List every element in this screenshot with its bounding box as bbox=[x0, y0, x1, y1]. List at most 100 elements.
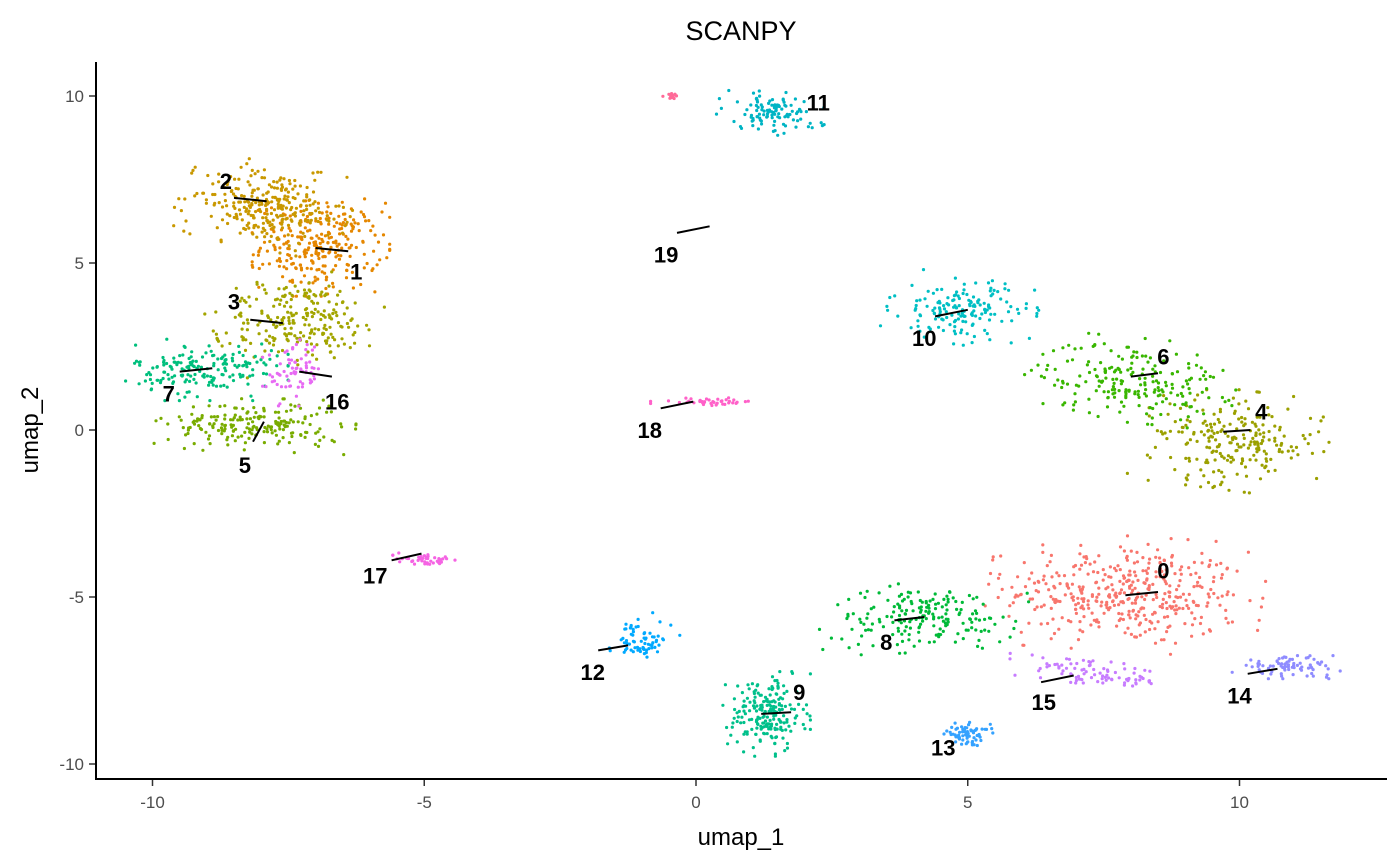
data-point bbox=[1177, 606, 1181, 610]
data-point bbox=[1240, 415, 1244, 420]
cluster-6-leader-line bbox=[1130, 372, 1159, 378]
data-point bbox=[1208, 563, 1212, 567]
data-point bbox=[1249, 658, 1253, 662]
data-point bbox=[305, 291, 309, 295]
data-point bbox=[303, 219, 307, 223]
data-point bbox=[1132, 561, 1136, 565]
data-point bbox=[1196, 580, 1200, 585]
data-point bbox=[1141, 556, 1145, 560]
data-point bbox=[1296, 453, 1300, 457]
data-point bbox=[948, 323, 952, 327]
data-point bbox=[1235, 427, 1239, 431]
data-point bbox=[1219, 483, 1223, 487]
data-point bbox=[924, 601, 928, 605]
data-point bbox=[268, 239, 272, 244]
data-point bbox=[290, 219, 294, 223]
data-point bbox=[334, 204, 338, 208]
cluster-5-points bbox=[152, 397, 358, 457]
data-point bbox=[754, 97, 759, 101]
data-point bbox=[704, 397, 709, 401]
data-point bbox=[287, 321, 291, 325]
data-point bbox=[269, 349, 273, 353]
data-point bbox=[195, 191, 199, 196]
data-point bbox=[275, 180, 279, 184]
data-point bbox=[1154, 379, 1159, 383]
data-point bbox=[303, 417, 307, 421]
data-point bbox=[712, 400, 716, 404]
data-point bbox=[976, 301, 980, 305]
data-point bbox=[962, 314, 966, 318]
data-point bbox=[1308, 433, 1312, 437]
data-point bbox=[333, 251, 338, 255]
data-point bbox=[773, 700, 777, 704]
data-point bbox=[881, 625, 886, 629]
data-point bbox=[145, 373, 149, 377]
data-point bbox=[264, 216, 268, 220]
data-point bbox=[256, 187, 260, 191]
data-point bbox=[950, 725, 954, 730]
data-point bbox=[334, 255, 338, 259]
data-point bbox=[1161, 432, 1165, 436]
data-point bbox=[276, 215, 280, 219]
data-point bbox=[338, 232, 342, 236]
data-point bbox=[292, 451, 296, 455]
data-point bbox=[256, 169, 260, 173]
data-point bbox=[1218, 410, 1222, 414]
data-point bbox=[276, 442, 280, 446]
data-point bbox=[192, 377, 196, 381]
data-point bbox=[1063, 401, 1067, 405]
data-point bbox=[972, 309, 976, 313]
data-point bbox=[1023, 373, 1027, 377]
data-point bbox=[1277, 657, 1281, 661]
data-point bbox=[275, 354, 279, 358]
data-point bbox=[885, 304, 889, 308]
data-point bbox=[327, 219, 331, 223]
data-point bbox=[1123, 667, 1127, 671]
data-point bbox=[1212, 470, 1216, 474]
data-point bbox=[1143, 376, 1147, 380]
data-point bbox=[353, 301, 357, 305]
data-point bbox=[1235, 472, 1239, 476]
data-point bbox=[1170, 372, 1174, 376]
data-point bbox=[240, 418, 244, 422]
data-point bbox=[243, 360, 248, 364]
data-point bbox=[755, 718, 759, 722]
data-point bbox=[1137, 623, 1141, 627]
data-point bbox=[277, 439, 281, 443]
data-point bbox=[1153, 364, 1157, 368]
data-point bbox=[316, 301, 320, 305]
data-point bbox=[1311, 668, 1315, 672]
data-point bbox=[426, 554, 430, 558]
data-point bbox=[1146, 360, 1150, 364]
data-point bbox=[331, 285, 335, 289]
data-point bbox=[1097, 332, 1101, 336]
data-point bbox=[701, 401, 705, 405]
data-point bbox=[261, 384, 265, 388]
data-point bbox=[1287, 667, 1291, 672]
data-point bbox=[350, 208, 355, 212]
data-point bbox=[937, 325, 941, 329]
data-point bbox=[987, 629, 991, 633]
data-point bbox=[1035, 306, 1039, 310]
data-point bbox=[896, 602, 900, 606]
data-point bbox=[327, 404, 331, 408]
data-point bbox=[292, 370, 296, 374]
data-point bbox=[983, 628, 987, 632]
cluster-label-17: 17 bbox=[363, 563, 387, 588]
data-point bbox=[298, 219, 302, 223]
data-point bbox=[1240, 420, 1244, 424]
data-point bbox=[210, 380, 214, 384]
data-point bbox=[897, 613, 902, 618]
data-point bbox=[1202, 412, 1206, 416]
data-point bbox=[1226, 621, 1230, 625]
data-point bbox=[1162, 558, 1166, 563]
data-point bbox=[1254, 424, 1258, 428]
data-point bbox=[1173, 641, 1178, 645]
data-point bbox=[268, 223, 272, 228]
data-point bbox=[1207, 595, 1211, 599]
cluster-label-15: 15 bbox=[1032, 690, 1056, 715]
data-point bbox=[819, 121, 823, 125]
data-point bbox=[932, 617, 936, 621]
cluster-label-8: 8 bbox=[880, 630, 892, 655]
data-point bbox=[182, 229, 186, 233]
